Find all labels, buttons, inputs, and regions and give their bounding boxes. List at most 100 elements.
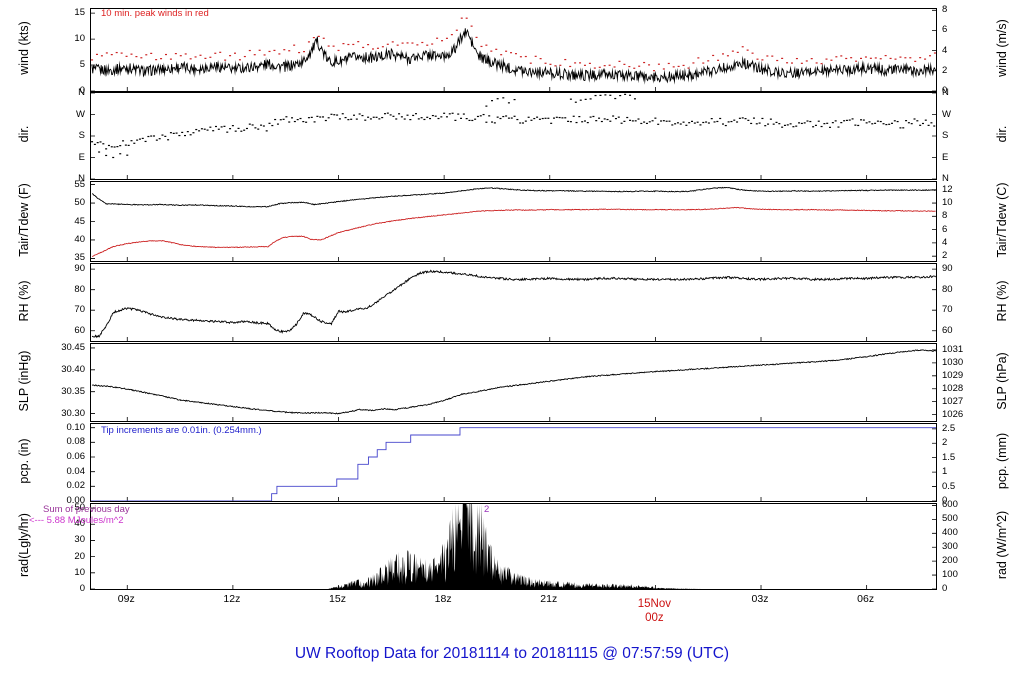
y-tick-label-left: 60 xyxy=(74,324,85,336)
x-tick-label: 09z xyxy=(117,593,135,605)
y-tick-label-left: 90 xyxy=(74,263,85,275)
y-tick-label-left: 45 xyxy=(74,215,85,227)
y-tick-label-left: 0.08 xyxy=(66,436,86,448)
plot-canvas-rh xyxy=(90,263,937,342)
y-tick-label-left: S xyxy=(78,130,85,141)
annotation-rad: 2 xyxy=(484,504,490,515)
y-tick-label-right: 1031 xyxy=(942,343,964,355)
y-tick-label-left: 40 xyxy=(74,233,85,245)
y-tick-label-right: 1026 xyxy=(942,408,964,420)
y-tick-label-right: 1 xyxy=(942,466,948,478)
y-axis-label-right-rad: rad (W/m^2) xyxy=(995,510,1009,579)
panel-pcp: 0.00 0.02 0.04 0.06 0.08 0.10 0 0.5 1 1.5 2 2.5 pcp.… xyxy=(0,421,1024,506)
x-tick-label: 06z xyxy=(857,593,875,605)
figure-title: UW Rooftop Data for 20181114 to 20181115… xyxy=(294,645,730,662)
y-tick-label-right: 80 xyxy=(942,283,953,295)
y-tick-label-left: 0.10 xyxy=(66,421,86,433)
y-tick-label-right: 4 xyxy=(942,236,948,248)
y-tick-label-right: S xyxy=(942,130,949,141)
y-tick-label-right: 0.5 xyxy=(942,480,956,492)
y-tick-label-right: 0 xyxy=(942,583,948,594)
y-tick-label-right: 2 xyxy=(942,64,948,76)
y-tick-label-right: 1.5 xyxy=(942,451,956,463)
y-tick-label-left: 50 xyxy=(74,197,85,209)
y-tick-label-right: 1030 xyxy=(942,356,964,368)
y-tick-label-right: 6 xyxy=(942,223,948,235)
plot-canvas-wind xyxy=(90,8,937,92)
y-axis-label-left-rad: rad(Lgly/hr) xyxy=(17,512,31,577)
y-tick-label-left: 0 xyxy=(79,583,85,594)
y-tick-label-right: 8 xyxy=(942,4,948,16)
x-axis: 09z 12z 15z 18z 21z 15Nov 00z 03z 06z xyxy=(0,593,1024,637)
y-tick-label-left: 0.06 xyxy=(66,451,86,462)
panel-slp: 30.30 30.35 30.40 30.45 1026 1027 1028 1029 1030… xyxy=(0,341,1024,422)
y-tick-label-right: E xyxy=(942,151,949,163)
y-tick-label-left: 50 xyxy=(74,502,85,514)
y-tick-label-right: 70 xyxy=(942,304,953,316)
date-label-line: 00z xyxy=(645,612,664,624)
y-tick-label-right: 300 xyxy=(942,541,958,553)
x-tick-label: 21z xyxy=(540,593,558,605)
y-tick-label-right: 1028 xyxy=(942,382,964,394)
y-tick-label-right: 60 xyxy=(942,324,953,336)
y-tick-label-left: 35 xyxy=(74,252,85,264)
plot-canvas-pcp xyxy=(90,423,937,502)
y-tick-label-right: 2 xyxy=(942,250,948,262)
y-tick-label-right: 90 xyxy=(942,263,953,275)
annotation-rad: Sum of previous day xyxy=(43,504,130,515)
y-tick-label-left: E xyxy=(78,151,85,163)
plot-canvas-slp xyxy=(90,343,937,422)
y-tick-label-right: N xyxy=(942,87,949,98)
date-label-line: 15Nov xyxy=(637,598,671,610)
y-tick-label-left: 20 xyxy=(74,550,85,562)
y-tick-label-right: 10 xyxy=(942,197,953,209)
x-tick-label: 18z xyxy=(434,593,452,605)
y-tick-label-left: 10 xyxy=(74,566,85,578)
plot-canvas-rad xyxy=(90,503,937,590)
y-tick-label-right: 200 xyxy=(942,555,958,567)
y-tick-label-left: 30.45 xyxy=(61,341,85,353)
annotation-wind: 10 min. peak winds in red xyxy=(101,8,209,19)
y-tick-label-left: 0 xyxy=(79,85,85,96)
y-tick-label-right: 2.5 xyxy=(942,422,956,434)
y-tick-label-right: 100 xyxy=(942,569,958,581)
y-tick-label-right: 4 xyxy=(942,44,948,56)
y-tick-label-right: 1029 xyxy=(942,369,964,381)
x-tick-label: 03z xyxy=(751,593,769,605)
y-tick-label-left: 40 xyxy=(74,518,85,530)
plot-canvas-temp xyxy=(90,181,937,262)
y-tick-label-right: 600 xyxy=(942,499,958,511)
x-tick-label: 15z xyxy=(329,593,346,605)
y-tick-label-left: 10 xyxy=(74,33,85,45)
y-tick-label-left: 0.04 xyxy=(66,465,86,477)
y-tick-label-right: N xyxy=(942,173,949,184)
y-tick-label-right: W xyxy=(942,108,951,120)
y-tick-label-right: 500 xyxy=(942,513,958,525)
y-tick-label-left: 30 xyxy=(74,534,85,546)
plot-canvas-dir xyxy=(90,92,937,180)
y-tick-label-left: 5 xyxy=(79,59,85,71)
y-tick-label-right: 2 xyxy=(942,437,948,449)
y-tick-label-right: 400 xyxy=(942,527,958,539)
panel-rh: 60 70 80 90 60 70 80 90 RH (%) RH (%) xyxy=(0,263,1024,342)
panel-temp: 35 40 45 50 55 2 4 6 8 10 12 Tair/Tdew (F) Tair/Tdew… xyxy=(0,179,1024,264)
annotation-rad: <--- 5.88 MJoules/m^2 xyxy=(29,515,124,526)
y-tick-label-right: 0 xyxy=(942,85,948,96)
y-tick-label-right: 12 xyxy=(942,183,953,195)
y-tick-label-left: N xyxy=(78,87,85,98)
panel-wind: 0 5 10 15 0 2 4 6 8 wind (kts) wind (m/s) 10 min. p… xyxy=(0,4,1024,96)
annotation-pcp: Tip increments are 0.01in. (0.254mm.) xyxy=(101,425,262,436)
y-tick-label-left: W xyxy=(76,108,85,120)
y-tick-label-right: 1027 xyxy=(942,395,964,407)
y-tick-label-left: N xyxy=(78,173,85,184)
y-tick-label-left: 0.00 xyxy=(66,495,86,506)
y-tick-label-left: 30.35 xyxy=(61,385,85,397)
y-tick-label-right: 0 xyxy=(942,495,948,506)
y-tick-label-left: 30.40 xyxy=(61,363,85,375)
y-tick-label-left: 15 xyxy=(74,7,85,19)
y-tick-label-left: 70 xyxy=(74,304,85,316)
panel-rad: 0 10 20 30 40 50 0 100 200 300 400 500 600 rad(Lgly/h… xyxy=(0,499,1024,594)
x-tick-label: 12z xyxy=(223,593,241,605)
